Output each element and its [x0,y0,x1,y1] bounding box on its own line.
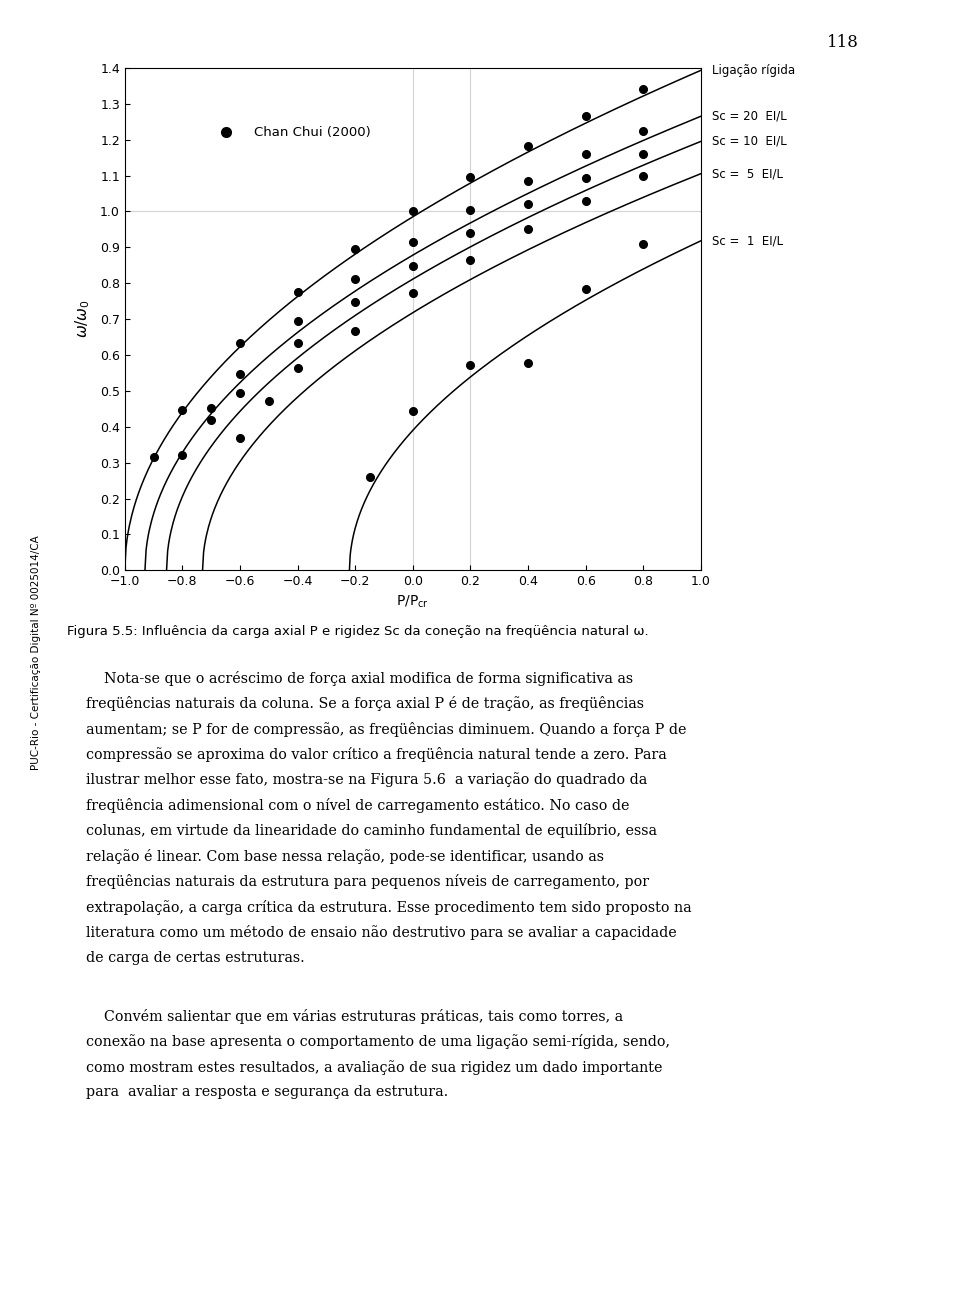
Text: Figura 5.5: Influência da carga axial P e rigidez Sc da coneção na freqüência na: Figura 5.5: Influência da carga axial P … [67,625,649,638]
Text: literatura como um método de ensaio não destrutivo para se avaliar a capacidade: literatura como um método de ensaio não … [86,925,677,940]
Text: freqüências naturais da estrutura para pequenos níveis de carregamento, por: freqüências naturais da estrutura para p… [86,874,650,889]
Text: Sc = 10  EI/L: Sc = 10 EI/L [712,134,787,147]
Text: PUC-Rio - Certificação Digital Nº 0025014/CA: PUC-Rio - Certificação Digital Nº 002501… [32,535,41,770]
Text: Ligação rígida: Ligação rígida [712,64,796,77]
Text: ilustrar melhor esse fato, mostra-se na Figura 5.6  a variação do quadrado da: ilustrar melhor esse fato, mostra-se na … [86,773,648,787]
Text: relação é linear. Com base nessa relação, pode-se identificar, usando as: relação é linear. Com base nessa relação… [86,850,605,864]
Text: Sc =  5  EI/L: Sc = 5 EI/L [712,167,783,180]
Text: como mostram estes resultados, a avaliação de sua rigidez um dado importante: como mostram estes resultados, a avaliaç… [86,1060,663,1074]
Text: para  avaliar a resposta e segurança da estrutura.: para avaliar a resposta e segurança da e… [86,1086,448,1099]
Text: extrapolação, a carga crítica da estrutura. Esse procedimento tem sido proposto : extrapolação, a carga crítica da estrutu… [86,900,692,915]
Text: aumentam; se P for de compressão, as freqüências diminuem. Quando a força P de: aumentam; se P for de compressão, as fre… [86,722,687,736]
Y-axis label: $\omega/\omega_0$: $\omega/\omega_0$ [73,300,91,338]
X-axis label: P/P$_\mathrm{cr}$: P/P$_\mathrm{cr}$ [396,594,429,611]
Text: Chan Chui (2000): Chan Chui (2000) [254,127,372,138]
Text: colunas, em virtude da linearidade do caminho fundamental de equilíbrio, essa: colunas, em virtude da linearidade do ca… [86,823,658,838]
Text: Sc =  1  EI/L: Sc = 1 EI/L [712,235,783,248]
Text: freqüências naturais da coluna. Se a força axial P é de tração, as freqüências: freqüências naturais da coluna. Se a for… [86,697,644,711]
Text: 118: 118 [828,34,859,51]
Text: Convém salientar que em várias estruturas práticas, tais como torres, a: Convém salientar que em várias estrutura… [86,1009,624,1023]
Text: compressão se aproxima do valor crítico a freqüência natural tende a zero. Para: compressão se aproxima do valor crítico … [86,748,667,762]
Text: freqüência adimensional com o nível de carregamento estático. No caso de: freqüência adimensional com o nível de c… [86,799,630,813]
Text: conexão na base apresenta o comportamento de uma ligação semi-rígida, sendo,: conexão na base apresenta o comportament… [86,1035,670,1049]
Text: Nota-se que o acréscimo de força axial modifica de forma significativa as: Nota-se que o acréscimo de força axial m… [86,671,634,685]
Text: Sc = 20  EI/L: Sc = 20 EI/L [712,110,787,123]
Text: de carga de certas estruturas.: de carga de certas estruturas. [86,951,305,964]
